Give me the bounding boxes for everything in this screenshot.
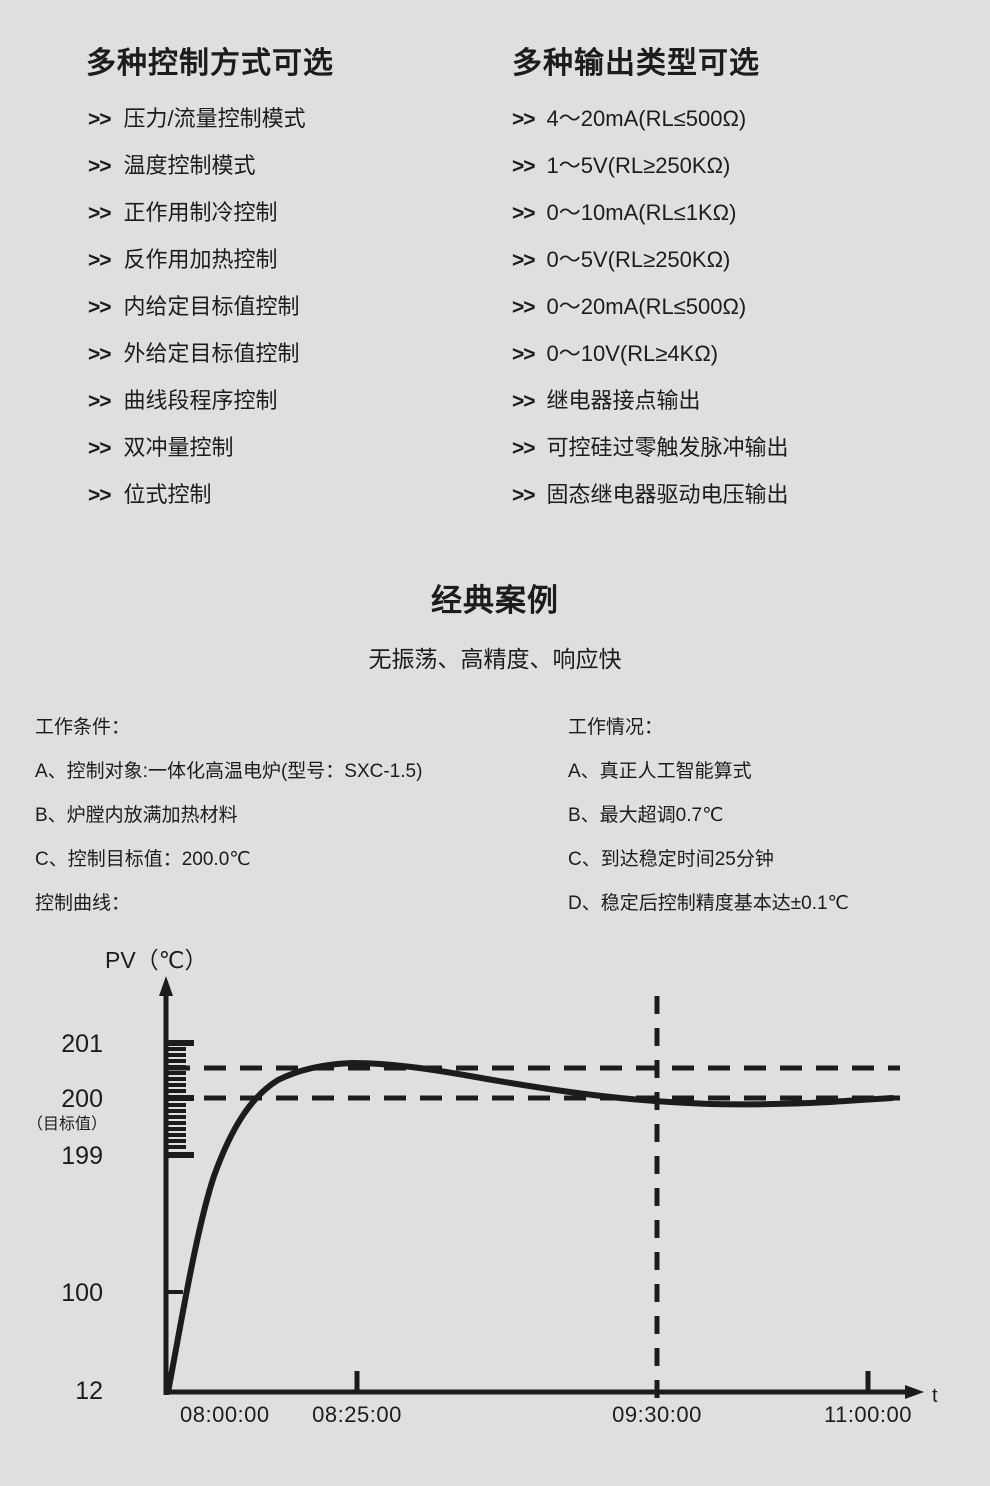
chevron-right-icon: >> xyxy=(88,484,112,507)
y-tick-label-12: 12 xyxy=(75,1377,103,1405)
control-modes-heading: 多种控制方式可选 xyxy=(86,47,334,80)
output-types-list: >> 4～20mA(RL≤500Ω) >> 1～5V(RL≥250KΩ) >> 0～1… xyxy=(512,106,932,507)
x-tick-label-stable: 09:30:00 xyxy=(612,1402,702,1427)
chevron-right-icon: >> xyxy=(512,390,536,413)
list-item: >> 正作用制冷控制 xyxy=(88,200,488,225)
y-tick-label-201: 201 xyxy=(61,1030,103,1058)
list-item: >> 0～20mA(RL≤500Ω) xyxy=(512,294,932,319)
y-axis-label: PV（℃） xyxy=(105,947,208,973)
work-conditions-item: A、控制对象:一体化高温电炉(型号：SXC-1.5) xyxy=(35,761,423,782)
list-item-label: 外给定目标值控制 xyxy=(123,341,300,366)
chart-svg: PV（℃） t xyxy=(27,947,938,1427)
list-item: >> 反作用加热控制 xyxy=(88,247,488,272)
work-situation-heading: 工作情况： xyxy=(568,717,664,738)
list-item: >> 内给定目标值控制 xyxy=(88,294,488,319)
list-item: >> 外给定目标值控制 xyxy=(88,341,488,366)
chevron-right-icon: >> xyxy=(512,202,536,225)
control-modes-column: 多种控制方式可选 >> 压力/流量控制模式 >> 温度控制模式 >> 正作用制冷控制 … xyxy=(86,38,488,531)
y-tick-label-199: 199 xyxy=(61,1142,103,1170)
chevron-right-icon: >> xyxy=(88,437,112,460)
list-item-label: 反作用加热控制 xyxy=(123,247,278,272)
list-item: >> 0～5V(RL≥250KΩ) xyxy=(512,247,932,272)
chevron-right-icon: >> xyxy=(512,296,536,319)
control-curve-label: 控制曲线： xyxy=(35,893,131,914)
list-item-label: 0～10mA(RL≤1KΩ) xyxy=(546,200,737,225)
chevron-right-icon: >> xyxy=(512,343,536,366)
y-axis-minor-ticks xyxy=(166,1047,186,1149)
x-tick-label-peak: 08:25:00 xyxy=(312,1402,402,1427)
chevron-right-icon: >> xyxy=(512,155,536,178)
list-item-label: 固态继电器驱动电压输出 xyxy=(546,482,789,507)
chevron-right-icon: >> xyxy=(512,437,536,460)
list-item: >> 可控硅过零触发脉冲输出 xyxy=(512,435,932,460)
list-item: >> 4～20mA(RL≤500Ω) xyxy=(512,106,932,131)
chevron-right-icon: >> xyxy=(88,249,112,272)
case-study-title: 经典案例 xyxy=(431,583,559,618)
work-conditions-item: C、控制目标值：200.0℃ xyxy=(35,849,251,870)
work-situation-item: A、真正人工智能算式 xyxy=(568,761,752,782)
work-conditions-block: 工作条件： A、控制对象:一体化高温电炉(型号：SXC-1.5) B、炉膛内放满… xyxy=(35,718,422,913)
output-types-heading: 多种输出类型可选 xyxy=(512,47,760,80)
x-tick-label-start: 08:00:00 xyxy=(180,1402,270,1427)
pv-response-curve xyxy=(165,1060,895,1395)
list-item-label: 0～10V(RL≥4KΩ) xyxy=(546,341,719,366)
list-item-label: 温度控制模式 xyxy=(123,153,256,178)
control-modes-list: >> 压力/流量控制模式 >> 温度控制模式 >> 正作用制冷控制 >> 反作用加热控制… xyxy=(88,106,488,507)
x-axis xyxy=(166,1385,924,1399)
chevron-right-icon: >> xyxy=(512,108,536,131)
chevron-right-icon: >> xyxy=(512,484,536,507)
chevron-right-icon: >> xyxy=(88,296,112,319)
list-item: >> 1～5V(RL≥250KΩ) xyxy=(512,153,932,178)
y-tick-label-200: 200 xyxy=(61,1085,103,1113)
work-situation-item: B、最大超调0.7℃ xyxy=(568,805,724,826)
output-types-column: 多种输出类型可选 >> 4～20mA(RL≤500Ω) >> 1～5V(RL≥250… xyxy=(512,38,932,531)
y-tick-label-100: 100 xyxy=(61,1279,103,1307)
list-item-label: 可控硅过零触发脉冲输出 xyxy=(546,435,789,460)
list-item-label: 压力/流量控制模式 xyxy=(123,106,306,131)
chevron-right-icon: >> xyxy=(512,249,536,272)
x-axis-label: t xyxy=(932,1385,938,1407)
work-situation-item: D、稳定后控制精度基本达±0.1℃ xyxy=(568,893,849,914)
list-item-label: 0～20mA(RL≤500Ω) xyxy=(546,294,747,319)
x-axis-ticks xyxy=(354,1371,871,1392)
list-item: >> 温度控制模式 xyxy=(88,153,488,178)
list-item-label: 0～5V(RL≥250KΩ) xyxy=(546,247,731,272)
x-tick-label-end: 11:00:00 xyxy=(824,1402,912,1427)
list-item-label: 内给定目标值控制 xyxy=(123,294,300,319)
work-conditions-heading: 工作条件： xyxy=(35,717,131,738)
control-curve-chart: PV（℃） t xyxy=(0,930,990,1430)
list-item: >> 曲线段程序控制 xyxy=(88,388,488,413)
list-item: >> 0～10mA(RL≤1KΩ) xyxy=(512,200,932,225)
list-item: >> 位式控制 xyxy=(88,482,488,507)
chevron-right-icon: >> xyxy=(88,390,112,413)
list-item: >> 继电器接点输出 xyxy=(512,388,932,413)
y-tick-sublabel-setpoint: （目标值） xyxy=(27,1115,107,1133)
list-item-label: 继电器接点输出 xyxy=(546,388,701,413)
chevron-right-icon: >> xyxy=(88,108,112,131)
work-situation-item: C、到达稳定时间25分钟 xyxy=(568,849,774,870)
chevron-right-icon: >> xyxy=(88,202,112,225)
chevron-right-icon: >> xyxy=(88,155,112,178)
list-item-label: 曲线段程序控制 xyxy=(123,388,278,413)
list-item-label: 位式控制 xyxy=(123,482,212,507)
list-item: >> 压力/流量控制模式 xyxy=(88,106,488,131)
case-study-subtitle: 无振荡、高精度、响应快 xyxy=(368,646,622,672)
y-axis xyxy=(159,976,173,1395)
list-item: >> 双冲量控制 xyxy=(88,435,488,460)
list-item: >> 0～10V(RL≥4KΩ) xyxy=(512,341,932,366)
work-situation-block: 工作情况： A、真正人工智能算式 B、最大超调0.7℃ C、到达稳定时间25分钟… xyxy=(568,718,849,913)
work-conditions-item: B、炉膛内放满加热材料 xyxy=(35,805,238,826)
list-item: >> 固态继电器驱动电压输出 xyxy=(512,482,932,507)
list-item-label: 正作用制冷控制 xyxy=(123,200,278,225)
list-item-label: 1～5V(RL≥250KΩ) xyxy=(546,153,731,178)
list-item-label: 4～20mA(RL≤500Ω) xyxy=(546,106,747,131)
list-item-label: 双冲量控制 xyxy=(123,435,234,460)
chevron-right-icon: >> xyxy=(88,343,112,366)
